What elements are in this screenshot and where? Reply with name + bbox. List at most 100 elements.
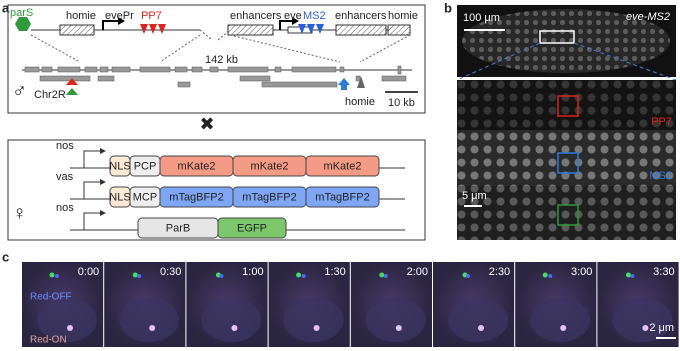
enhancer-box [335,24,387,36]
part-label: mTagBFP2 [242,191,296,203]
time-label: 0:00 [78,266,99,278]
blue-spot [548,274,553,278]
green-spot [625,272,631,278]
promoter-label: nos [56,140,74,152]
homie-box [59,24,95,36]
female-symbol: ♀ [12,202,27,224]
part-label: EGFP [237,222,267,234]
enhancers-label: enhancers [230,10,282,22]
promoter-arrow [102,20,118,30]
part-label: mKate2 [178,160,216,172]
nucleus [283,298,344,342]
arrowhead [100,148,106,154]
time-label: 2:30 [489,266,510,278]
zoom-lines [30,34,411,63]
evepr-label: evePr [105,10,134,22]
time-label: 3:30 [653,266,674,278]
break [199,29,231,41]
nucleus [612,298,673,342]
promoter-arrow [83,212,100,230]
part-label: mKate2 [324,160,362,172]
enhancers-label: enhancers [335,10,387,22]
distance-label: 142 kb [205,54,238,66]
pars-icon [15,17,31,31]
embryo [462,9,670,73]
scale-label: 100 μm [463,12,500,24]
male-symbol: ♂ [12,80,27,102]
panel-label: c [2,249,9,264]
insertion-arrow [338,78,350,90]
part-label: PCP [134,160,157,172]
zoom-lines [456,42,677,81]
green-spot [296,272,302,278]
promoter-arrow [83,150,100,168]
ms2-label: MS2 [649,170,672,182]
arrowhead [292,17,299,25]
red-spot [67,325,73,331]
arrowhead [118,17,125,25]
ms2-label: MS2 [303,10,326,22]
blue-spot [55,274,59,278]
enhancer-box [227,24,274,36]
blue-spot [466,274,470,278]
zoom-shade [457,80,676,130]
red-spot [395,325,402,331]
time-label: 0:30 [160,266,181,278]
cross-symbol: ✖ [199,114,214,134]
promoter-arrow [83,181,100,199]
part-label: ParB [166,222,190,234]
time-label: 1:30 [324,266,345,278]
chromosome-label: Chr2R [34,89,66,101]
image-title: eve-MS2 [626,11,670,23]
nucleus [448,298,508,342]
blue-spot [383,274,388,278]
roi-box [557,152,579,174]
green-spot [49,272,55,278]
nucleus [530,298,591,342]
part-box [305,186,380,208]
red-off-label: Red-OFF [30,292,72,303]
eve-label: eve [284,10,302,22]
red-spot [313,325,320,331]
promoter-arrow [279,20,292,30]
nucleus [37,298,97,342]
homie-box [387,24,411,36]
pars-label: parS [10,7,33,19]
scale-label: 5 μm [462,190,487,202]
red-spot [149,325,156,331]
red-spot [560,325,567,331]
part-box [305,155,380,177]
promoter-label: nos [56,202,74,214]
part-box [217,217,287,239]
zoom-shade [457,186,676,240]
part-label: mTagBFP2 [315,191,369,203]
arrowhead [100,179,106,185]
red-on-label: Red-ON [30,335,67,346]
roi-box [557,204,579,226]
insertion-arrow [66,78,78,85]
ms2-loops [298,24,324,34]
pp7-loops [140,24,166,34]
blue-spot [219,274,224,278]
nucleus [201,298,262,342]
arrowhead [100,210,106,216]
roi-box [557,95,579,117]
time-label: 2:00 [407,266,428,278]
green-spot [379,272,385,278]
scale-label: 10 kb [388,97,415,109]
blue-spot [630,274,635,278]
promoter-label: vas [56,171,74,183]
nucleus [119,298,180,342]
part-label: MCP [133,191,157,203]
blue-spot [137,274,142,278]
homie-marker [357,76,365,88]
blue-spot [301,274,306,278]
part-label: mTagBFP2 [169,191,223,203]
nucleus [365,298,426,342]
homie-locus-label: homie [345,96,375,108]
genes [24,65,407,88]
scale-label: 2 μm [649,322,674,334]
part-label: NLS [109,160,130,172]
